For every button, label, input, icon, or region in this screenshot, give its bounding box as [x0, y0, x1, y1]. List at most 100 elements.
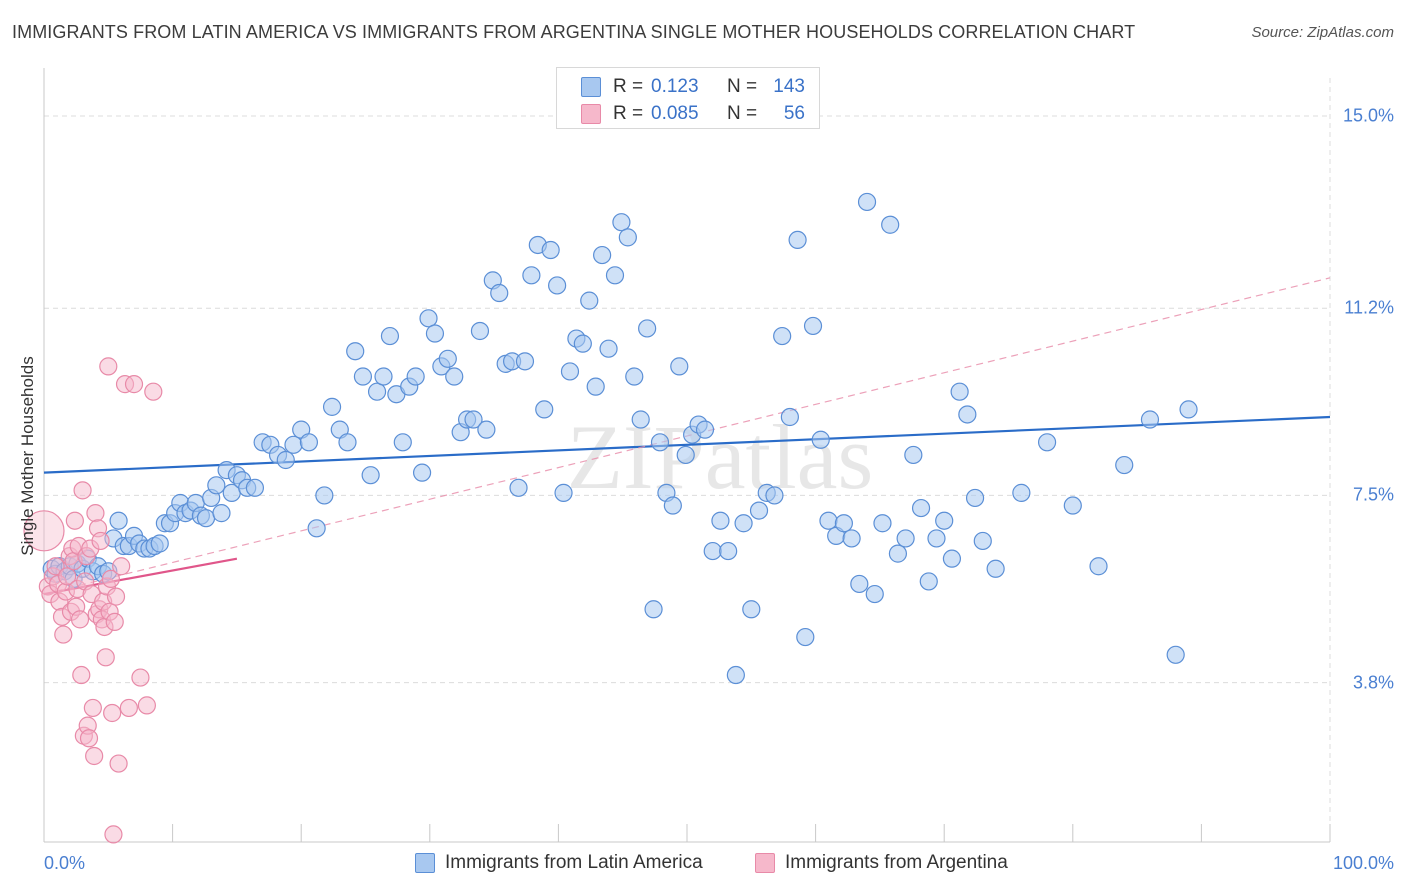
argentina-point: [86, 504, 105, 523]
r-label: R =: [613, 76, 644, 97]
source-label: Source: ZipAtlas.com: [1251, 24, 1394, 41]
latin-america-point: [958, 405, 977, 424]
latin-america-point: [284, 435, 303, 454]
latin-america-point: [638, 319, 657, 338]
latin-america-point: [490, 283, 509, 303]
legend-item-latin-america: Immigrants from Latin America: [415, 852, 703, 874]
latin-america-point: [515, 352, 535, 371]
latin-america-point: [950, 382, 969, 401]
argentina-point: [23, 510, 65, 552]
latin-america-point: [625, 367, 644, 386]
latin-america-point: [1012, 483, 1031, 502]
latin-america-point: [734, 514, 753, 533]
y-tick-label: 15.0%: [1342, 105, 1394, 126]
series-legend: Immigrants from Latin America Immigrants…: [0, 852, 1406, 878]
latin-america-point: [393, 433, 412, 452]
latin-america-point: [663, 496, 682, 515]
latin-america-point: [322, 397, 342, 416]
latin-america-point: [353, 367, 373, 386]
latin-america-point: [361, 466, 380, 485]
y-tick-label: 3.8%: [1352, 672, 1394, 693]
argentina-point: [65, 511, 84, 530]
latin-america-trend-line: [43, 415, 1331, 474]
n-value: 56: [783, 103, 805, 124]
latin-america-point: [599, 339, 618, 358]
latin-america-point: [580, 291, 599, 310]
latin-america-point: [670, 357, 689, 376]
latin-america-point: [299, 433, 319, 452]
latin-america-point: [1089, 557, 1108, 576]
latin-america-point: [573, 334, 592, 353]
latin-america-point: [788, 230, 807, 250]
latin-america-point: [438, 349, 457, 368]
n-value: 143: [773, 76, 805, 97]
watermark: ZIPatlas: [567, 406, 874, 508]
latin-america-point: [150, 534, 169, 553]
latin-america-point: [346, 342, 365, 361]
latin-america-point: [1166, 645, 1185, 664]
latin-america-point: [554, 483, 573, 502]
latin-america-point: [109, 511, 128, 530]
argentina-point: [101, 569, 120, 589]
latin-america-point: [819, 511, 838, 530]
argentina-point: [96, 648, 115, 667]
latin-america-point: [650, 433, 670, 452]
blue-swatch: [581, 77, 601, 97]
legend-item-argentina: Immigrants from Argentina: [755, 852, 1008, 874]
latin-america-point: [276, 450, 295, 470]
latin-america-point: [865, 584, 884, 604]
chart-title: IMMIGRANTS FROM LATIN AMERICA VS IMMIGRA…: [12, 22, 1136, 42]
argentina-point: [124, 375, 144, 394]
argentina-point: [91, 531, 110, 551]
argentina-point: [99, 357, 118, 376]
latin-america-point: [803, 316, 823, 336]
latin-america-point: [695, 420, 715, 439]
latin-america-point: [888, 544, 908, 563]
x-tick-label: 0.0%: [44, 853, 86, 873]
argentina-point: [85, 746, 104, 766]
argentina-point: [112, 557, 131, 576]
n-label: N =: [727, 103, 758, 124]
latin-america-point: [380, 326, 400, 346]
latin-america-point: [535, 400, 554, 419]
latin-america-point: [711, 511, 730, 530]
latin-america-point: [811, 430, 830, 449]
latin-america-point: [586, 377, 605, 396]
latin-america-point: [1115, 455, 1134, 475]
latin-america-point: [522, 266, 541, 285]
latin-america-point: [605, 266, 625, 285]
latin-america-point: [873, 514, 892, 533]
latin-america-point: [904, 445, 923, 465]
latin-america-point: [834, 514, 853, 533]
argentina-point: [54, 625, 73, 644]
argentina-point: [105, 612, 124, 632]
latin-america-point: [509, 478, 528, 497]
argentina-point: [131, 668, 150, 687]
latin-america-point: [196, 509, 216, 528]
argentina-point: [104, 825, 123, 844]
latin-america-point: [406, 367, 425, 386]
argentina-point: [144, 382, 163, 401]
latin-america-point: [631, 410, 650, 429]
latin-america-point: [780, 407, 799, 427]
latin-america-point: [560, 362, 580, 381]
latin-america-point: [541, 240, 560, 260]
latin-america-point: [965, 488, 985, 508]
latin-america-point: [796, 627, 815, 647]
latin-america-point: [593, 245, 612, 265]
argentina-point: [46, 557, 65, 576]
latin-america-point: [749, 501, 769, 520]
latin-america-point: [612, 213, 631, 232]
latin-america-point: [857, 192, 877, 212]
r-label: R =: [613, 103, 644, 124]
latin-america-point: [1063, 496, 1082, 515]
latin-america-point: [911, 498, 931, 518]
latin-america-point: [896, 529, 915, 548]
latin-america-point: [942, 549, 962, 568]
y-tick-label: 11.2%: [1344, 297, 1394, 318]
latin-america-point: [850, 574, 869, 594]
axes: [43, 68, 1331, 843]
y-axis-label: Single Mother Households: [18, 356, 37, 556]
latin-america-point: [419, 309, 438, 328]
latin-america-point: [464, 410, 483, 429]
